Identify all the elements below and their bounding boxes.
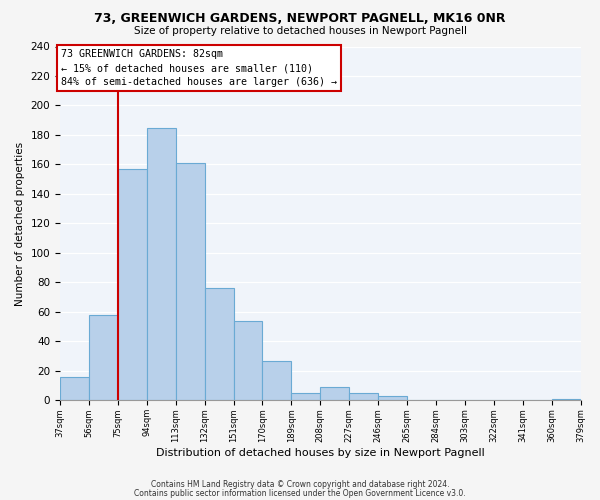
Bar: [205, 288, 233, 401]
Text: 73, GREENWICH GARDENS, NEWPORT PAGNELL, MK16 0NR: 73, GREENWICH GARDENS, NEWPORT PAGNELL, …: [94, 12, 506, 26]
Bar: [292, 393, 320, 400]
Bar: [349, 393, 378, 400]
Bar: [262, 360, 292, 401]
Bar: [378, 396, 407, 400]
Bar: [60, 377, 89, 400]
Text: Contains public sector information licensed under the Open Government Licence v3: Contains public sector information licen…: [134, 488, 466, 498]
Bar: [118, 169, 147, 400]
Bar: [233, 321, 262, 400]
Y-axis label: Number of detached properties: Number of detached properties: [15, 142, 25, 306]
Text: Contains HM Land Registry data © Crown copyright and database right 2024.: Contains HM Land Registry data © Crown c…: [151, 480, 449, 489]
Text: 73 GREENWICH GARDENS: 82sqm
← 15% of detached houses are smaller (110)
84% of se: 73 GREENWICH GARDENS: 82sqm ← 15% of det…: [61, 50, 337, 88]
X-axis label: Distribution of detached houses by size in Newport Pagnell: Distribution of detached houses by size …: [156, 448, 485, 458]
Bar: [89, 315, 118, 400]
Bar: [147, 128, 176, 400]
Bar: [176, 163, 205, 400]
Text: Size of property relative to detached houses in Newport Pagnell: Size of property relative to detached ho…: [133, 26, 467, 36]
Bar: [551, 399, 580, 400]
Bar: [320, 387, 349, 400]
